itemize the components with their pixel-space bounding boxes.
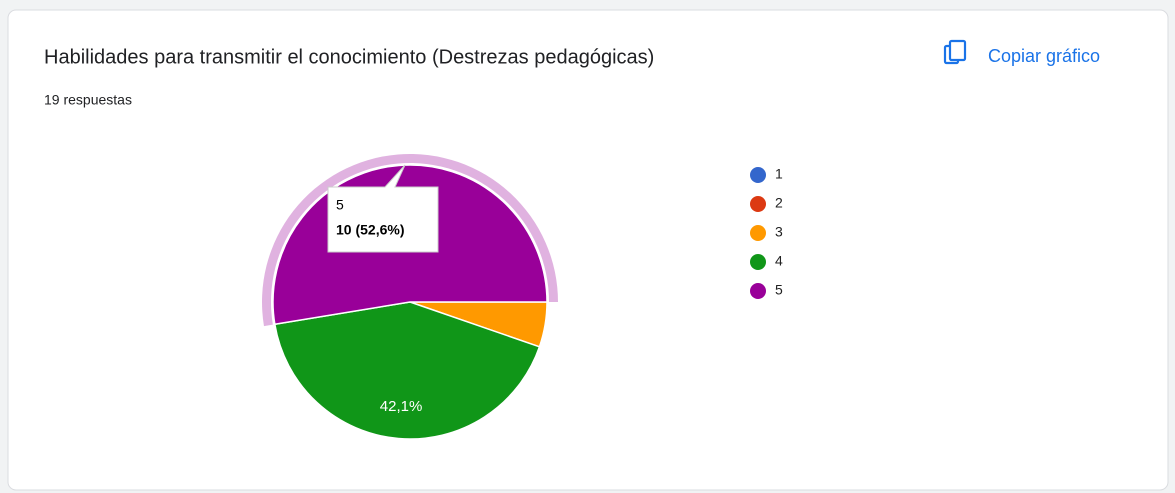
tooltip-value: 10 (52,6%) (336, 222, 404, 238)
legend-swatch (750, 283, 766, 299)
chart-title: Habilidades para transmitir el conocimie… (44, 46, 654, 68)
legend-swatch (750, 254, 766, 270)
card (7, 9, 1169, 491)
legend-label: 1 (775, 166, 783, 182)
legend-swatch (750, 167, 766, 183)
tooltip-box (327, 164, 439, 253)
legend-swatch (750, 225, 766, 241)
tooltip-category: 5 (336, 197, 344, 213)
copy-icon-front (948, 39, 967, 62)
subtitle: 19 respuestas (44, 92, 132, 108)
legend-label: 4 (775, 253, 783, 269)
copy-label[interactable]: Copiar gráfico (988, 46, 1100, 66)
slice-label: 42,1% (380, 398, 423, 415)
legend-label: 2 (775, 195, 783, 211)
legend-label: 5 (775, 282, 783, 298)
copy-button[interactable]: Copiar gráfico (943, 39, 1100, 66)
legend-label: 3 (775, 224, 783, 240)
slice (273, 301, 541, 440)
legend-swatch (750, 196, 766, 212)
tooltip: 5 10 (52,6%) (327, 164, 439, 253)
